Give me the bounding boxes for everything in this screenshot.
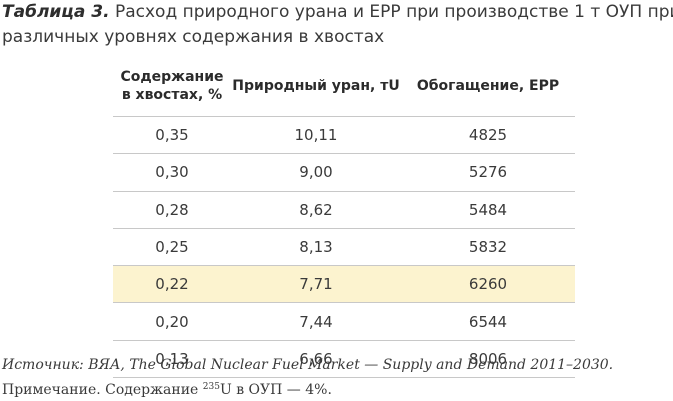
cell-uranium: 9,00 xyxy=(231,153,401,192)
footnote-isotope-superscript: 235 xyxy=(202,382,220,392)
cell-tails: 0,30 xyxy=(113,153,231,192)
cell-uranium: 7,44 xyxy=(231,302,401,341)
table-row: 0,28 8,62 5484 xyxy=(113,191,575,229)
footnote-suffix: U в ОУП — 4%. xyxy=(219,382,332,398)
footnote: Примечание. Содержание 235U в ОУП — 4%. xyxy=(2,381,332,399)
header-tails-line-1: Содержание xyxy=(120,69,224,85)
table-row: 0,13 6,66 8006 xyxy=(113,340,575,379)
table-row-highlighted: 0,22 7,71 6260 xyxy=(113,265,575,304)
header-uranium: Природный уран, тU xyxy=(231,56,401,117)
table-row: 0,20 7,44 6544 xyxy=(113,302,575,341)
cell-uranium: 8,62 xyxy=(231,191,401,229)
cell-swu: 8006 xyxy=(401,340,575,379)
data-table-wrapper: Содержание в хвостах, % Природный уран, … xyxy=(113,56,575,379)
cell-swu: 6544 xyxy=(401,302,575,341)
cell-uranium: 6,66 xyxy=(231,340,401,379)
table-caption: Таблица 3. Расход природного урана и ЕРР… xyxy=(2,0,673,50)
cell-swu: 6260 xyxy=(401,265,575,304)
header-tails: Содержание в хвостах, % xyxy=(113,56,231,117)
header-swu: Обогащение, ЕРР xyxy=(401,56,575,117)
cell-uranium: 10,11 xyxy=(231,116,401,155)
cell-tails: 0,22 xyxy=(113,265,231,304)
header-tails-line-2: в хвостах, % xyxy=(121,87,223,103)
table-header-row: Содержание в хвостах, % Природный уран, … xyxy=(113,56,575,117)
caption-line-2: различных уровнях содержания в хвостах xyxy=(2,27,385,47)
cell-tails: 0,25 xyxy=(113,228,231,267)
source-note: Источник: ВЯА, The Global Nuclear Fuel M… xyxy=(2,357,614,373)
cell-tails: 0,13 xyxy=(113,340,231,379)
cell-tails: 0,35 xyxy=(113,116,231,155)
table-row: 0,35 10,11 4825 xyxy=(113,116,575,155)
caption-line-1: Таблица 3. Расход природного урана и ЕРР… xyxy=(2,0,673,25)
cell-swu: 5832 xyxy=(401,228,575,267)
data-table: Содержание в хвостах, % Природный уран, … xyxy=(113,56,575,379)
cell-swu: 4825 xyxy=(401,116,575,155)
cell-uranium: 8,13 xyxy=(231,228,401,267)
caption-label: Таблица 3. xyxy=(2,2,110,22)
table-row: 0,30 9,00 5276 xyxy=(113,153,575,192)
cell-swu: 5484 xyxy=(401,191,575,229)
cell-tails: 0,28 xyxy=(113,191,231,229)
caption-title: Расход природного урана и ЕРР при произв… xyxy=(114,2,673,22)
footnote-prefix: Примечание. Содержание xyxy=(2,382,203,398)
table-row: 0,25 8,13 5832 xyxy=(113,228,575,267)
cell-tails: 0,20 xyxy=(113,302,231,341)
cell-uranium: 7,71 xyxy=(231,265,401,304)
cell-swu: 5276 xyxy=(401,153,575,192)
